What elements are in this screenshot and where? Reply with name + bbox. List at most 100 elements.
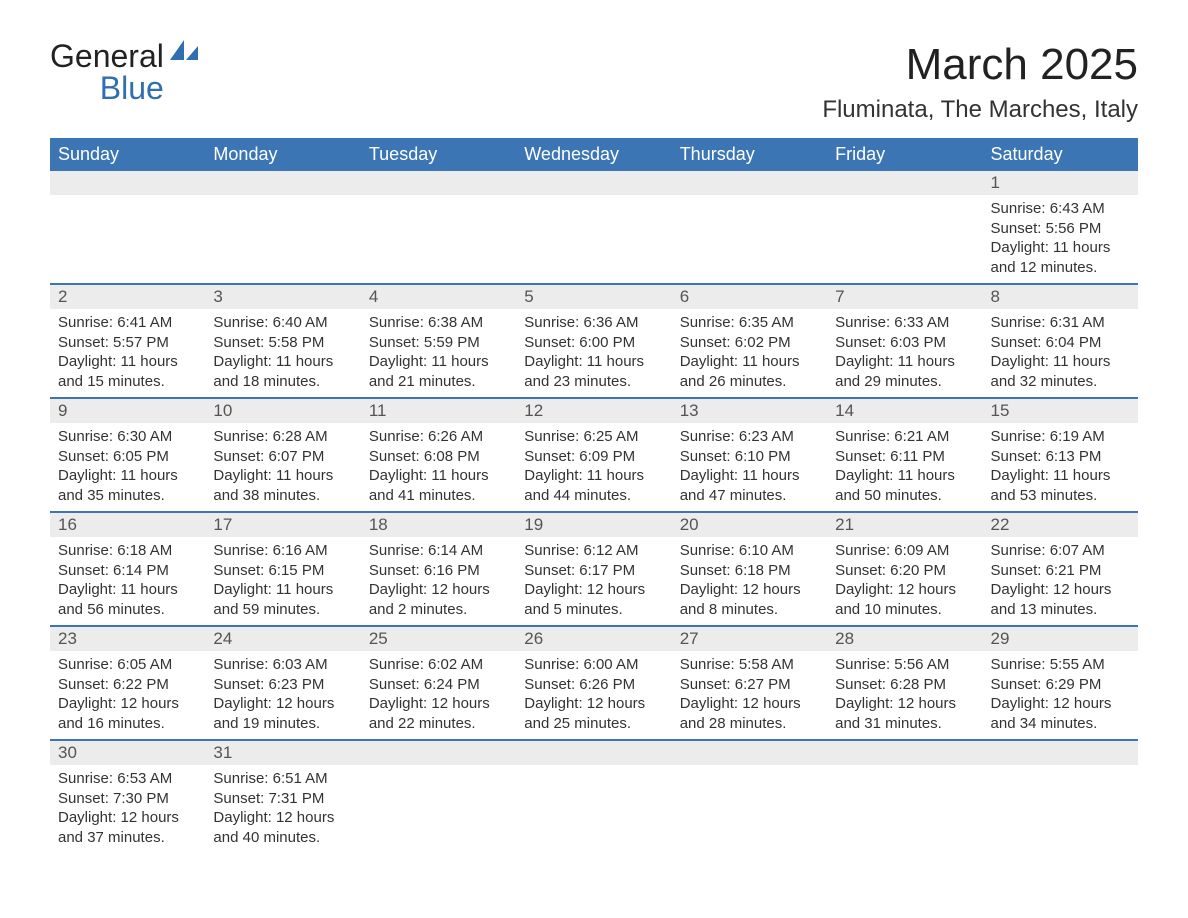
day-detail-line: Sunset: 6:24 PM (369, 675, 508, 695)
day-detail-line: Daylight: 12 hours (835, 580, 974, 600)
day-number-cell: 15 (983, 398, 1138, 423)
day-detail-line: Daylight: 12 hours (680, 580, 819, 600)
day-detail-line: Daylight: 12 hours (369, 694, 508, 714)
day-detail-line: and 15 minutes. (58, 372, 197, 392)
day-detail-cell (827, 765, 982, 853)
day-detail-line: Sunset: 6:21 PM (991, 561, 1130, 581)
day-detail-cell: Sunrise: 6:10 AMSunset: 6:18 PMDaylight:… (672, 537, 827, 626)
day-detail-line: Daylight: 12 hours (835, 694, 974, 714)
day-number-cell: 1 (983, 171, 1138, 195)
day-detail-line: Daylight: 11 hours (835, 466, 974, 486)
day-detail-cell: Sunrise: 6:41 AMSunset: 5:57 PMDaylight:… (50, 309, 205, 398)
day-detail-cell (361, 765, 516, 853)
day-detail-line: and 44 minutes. (524, 486, 663, 506)
daynum-row: 1 (50, 171, 1138, 195)
day-number-cell: 9 (50, 398, 205, 423)
day-number-cell: 30 (50, 740, 205, 765)
day-detail-line: Sunset: 6:29 PM (991, 675, 1130, 695)
day-detail-cell (50, 195, 205, 284)
day-detail-line: and 38 minutes. (213, 486, 352, 506)
day-detail-line: Sunset: 6:07 PM (213, 447, 352, 467)
calendar-table: Sunday Monday Tuesday Wednesday Thursday… (50, 138, 1138, 853)
day-detail-cell: Sunrise: 6:25 AMSunset: 6:09 PMDaylight:… (516, 423, 671, 512)
day-detail-line: Daylight: 11 hours (991, 352, 1130, 372)
day-detail-line: Daylight: 12 hours (680, 694, 819, 714)
day-detail-line: Sunset: 6:15 PM (213, 561, 352, 581)
day-detail-cell: Sunrise: 6:14 AMSunset: 6:16 PMDaylight:… (361, 537, 516, 626)
day-detail-cell: Sunrise: 6:38 AMSunset: 5:59 PMDaylight:… (361, 309, 516, 398)
day-number-cell: 11 (361, 398, 516, 423)
day-detail-line: Sunrise: 6:36 AM (524, 313, 663, 333)
day-detail-line: Daylight: 11 hours (213, 352, 352, 372)
day-number-cell (516, 171, 671, 195)
day-detail-line: Daylight: 12 hours (991, 694, 1130, 714)
day-detail-line: and 19 minutes. (213, 714, 352, 734)
day-number-cell (516, 740, 671, 765)
day-detail-line: and 56 minutes. (58, 600, 197, 620)
day-number-cell: 3 (205, 284, 360, 309)
day-number-cell: 2 (50, 284, 205, 309)
day-detail-line: Daylight: 11 hours (58, 466, 197, 486)
day-detail-line: Sunset: 6:13 PM (991, 447, 1130, 467)
day-detail-line: Sunset: 6:18 PM (680, 561, 819, 581)
day-number-cell: 10 (205, 398, 360, 423)
day-detail-line: and 50 minutes. (835, 486, 974, 506)
day-detail-line: and 41 minutes. (369, 486, 508, 506)
day-detail-line: Daylight: 11 hours (680, 352, 819, 372)
day-detail-line: and 29 minutes. (835, 372, 974, 392)
day-detail-line: and 18 minutes. (213, 372, 352, 392)
day-number-cell: 20 (672, 512, 827, 537)
day-detail-line: and 21 minutes. (369, 372, 508, 392)
day-detail-line: Sunset: 6:08 PM (369, 447, 508, 467)
day-detail-cell: Sunrise: 6:53 AMSunset: 7:30 PMDaylight:… (50, 765, 205, 853)
day-detail-line: Sunrise: 5:55 AM (991, 655, 1130, 675)
logo-text: General Blue (50, 40, 164, 104)
day-detail-cell (672, 195, 827, 284)
day-number-cell: 31 (205, 740, 360, 765)
day-detail-line: Sunrise: 6:05 AM (58, 655, 197, 675)
day-detail-line: Sunset: 6:09 PM (524, 447, 663, 467)
day-detail-line: and 13 minutes. (991, 600, 1130, 620)
day-number-cell: 16 (50, 512, 205, 537)
day-detail-line: Daylight: 11 hours (835, 352, 974, 372)
day-header: Thursday (672, 138, 827, 171)
day-detail-line: and 23 minutes. (524, 372, 663, 392)
day-detail-line: and 26 minutes. (680, 372, 819, 392)
day-detail-line: Daylight: 11 hours (991, 238, 1130, 258)
day-header-row: Sunday Monday Tuesday Wednesday Thursday… (50, 138, 1138, 171)
location-subtitle: Fluminata, The Marches, Italy (822, 96, 1138, 124)
day-detail-line: and 34 minutes. (991, 714, 1130, 734)
day-number-cell: 26 (516, 626, 671, 651)
day-detail-cell: Sunrise: 6:18 AMSunset: 6:14 PMDaylight:… (50, 537, 205, 626)
day-detail-line: Sunrise: 6:25 AM (524, 427, 663, 447)
day-detail-line: Daylight: 11 hours (213, 466, 352, 486)
day-detail-cell: Sunrise: 6:19 AMSunset: 6:13 PMDaylight:… (983, 423, 1138, 512)
day-number-cell (361, 740, 516, 765)
day-detail-line: Sunrise: 6:03 AM (213, 655, 352, 675)
day-detail-cell: Sunrise: 6:00 AMSunset: 6:26 PMDaylight:… (516, 651, 671, 740)
day-detail-line: and 32 minutes. (991, 372, 1130, 392)
day-detail-line: and 12 minutes. (991, 258, 1130, 278)
day-detail-cell: Sunrise: 6:03 AMSunset: 6:23 PMDaylight:… (205, 651, 360, 740)
day-detail-line: Sunset: 5:56 PM (991, 219, 1130, 239)
day-number-cell: 12 (516, 398, 671, 423)
day-detail-line: Daylight: 11 hours (680, 466, 819, 486)
day-header: Saturday (983, 138, 1138, 171)
day-number-cell: 23 (50, 626, 205, 651)
day-detail-line: Sunrise: 6:19 AM (991, 427, 1130, 447)
day-number-cell (983, 740, 1138, 765)
logo-word-1: General (50, 38, 164, 74)
day-number-cell: 27 (672, 626, 827, 651)
day-detail-cell: Sunrise: 5:58 AMSunset: 6:27 PMDaylight:… (672, 651, 827, 740)
detail-row: Sunrise: 6:18 AMSunset: 6:14 PMDaylight:… (50, 537, 1138, 626)
day-detail-line: Sunset: 6:26 PM (524, 675, 663, 695)
daynum-row: 23242526272829 (50, 626, 1138, 651)
day-number-cell: 22 (983, 512, 1138, 537)
day-detail-line: Daylight: 12 hours (369, 580, 508, 600)
daynum-row: 16171819202122 (50, 512, 1138, 537)
day-detail-cell: Sunrise: 6:23 AMSunset: 6:10 PMDaylight:… (672, 423, 827, 512)
day-detail-line: Sunrise: 6:30 AM (58, 427, 197, 447)
day-detail-line: Daylight: 12 hours (58, 808, 197, 828)
day-detail-line: Sunrise: 5:58 AM (680, 655, 819, 675)
day-header: Friday (827, 138, 982, 171)
